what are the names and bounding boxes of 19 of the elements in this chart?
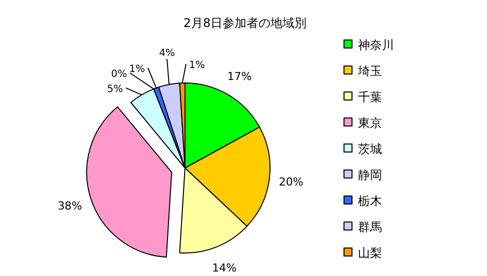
data-label: 14% [212, 261, 237, 274]
data-label: 20% [278, 175, 304, 188]
data-label: 5% [107, 84, 123, 95]
legend-label: 東京 [358, 116, 382, 130]
legend-label: 栃木 [358, 194, 382, 208]
legend-label: 静岡 [358, 168, 382, 182]
text: 0% [111, 69, 127, 80]
legend-label: 千葉 [358, 90, 382, 104]
data-label: 4% [159, 48, 175, 59]
data-label: 38% [58, 199, 82, 212]
legend-label: 神奈川 [358, 38, 394, 52]
legend-label: 埼玉 [357, 64, 382, 78]
legend-label: 山梨 [358, 246, 382, 260]
data-label: 1% [189, 60, 205, 71]
chart-title: 2月8日参加者の地域別 [183, 16, 307, 30]
legend-label: 群馬 [358, 220, 382, 234]
data-label: 1% [129, 64, 145, 75]
data-label: 17% [227, 70, 252, 83]
legend-label: 茨城 [358, 142, 382, 156]
